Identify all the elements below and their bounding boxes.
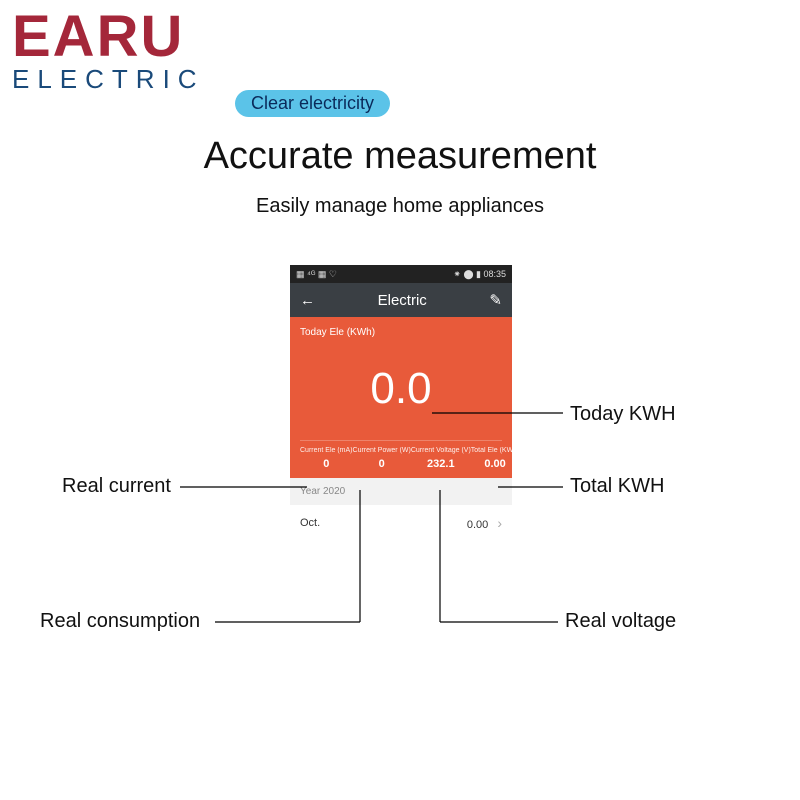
callout-today-kwh: Today KWH [570, 403, 676, 426]
metrics-row: Current Ele (mA) 0 Current Power (W) 0 C… [300, 440, 502, 470]
month-label: Oct. [300, 517, 320, 529]
chevron-right-icon: › [497, 515, 502, 531]
phone-appbar: ← Electric ✎ [290, 283, 512, 317]
back-icon[interactable]: ← [300, 292, 315, 309]
phone-statusbar: ▦ ⁴ᴳ ▦ ♡ ⁕ ⬤ ▮ 08:35 [290, 265, 512, 283]
status-right: ⁕ ⬤ ▮ 08:35 [453, 269, 506, 280]
metric-current-ele: Current Ele (mA) 0 [300, 447, 353, 470]
today-label: Today Ele (KWh) [300, 327, 502, 338]
phone-mock: ▦ ⁴ᴳ ▦ ♡ ⁕ ⬤ ▮ 08:35 ← Electric ✎ Today … [290, 265, 512, 541]
metric-total-ele: Total Ele (KWh) 0.00 [471, 447, 520, 470]
metric-value: 232.1 [411, 458, 471, 470]
metric-label: Current Voltage (V) [411, 447, 471, 454]
edit-icon[interactable]: ✎ [489, 291, 502, 309]
callout-real-voltage: Real voltage [565, 610, 676, 633]
callout-total-kwh: Total KWH [570, 475, 664, 498]
metric-value: 0 [353, 458, 411, 470]
month-value: 0.00 [467, 519, 488, 531]
metric-value: 0 [300, 458, 353, 470]
page-subtitle: Easily manage home appliances [0, 195, 800, 218]
metric-value: 0.00 [471, 458, 520, 470]
metric-label: Current Ele (mA) [300, 447, 353, 454]
status-left: ▦ ⁴ᴳ ▦ ♡ [296, 269, 337, 280]
metric-label: Total Ele (KWh) [471, 447, 520, 454]
month-right: 0.00 › [467, 515, 502, 531]
feature-pill: Clear electricity [235, 90, 390, 117]
logo-sub: ELECTRIC [12, 64, 205, 95]
energy-panel: Today Ele (KWh) 0.0 Current Ele (mA) 0 C… [290, 317, 512, 478]
callout-real-current: Real current [62, 475, 171, 498]
year-row: Year 2020 [290, 478, 512, 505]
page-title: Accurate measurement [0, 135, 800, 178]
metric-label: Current Power (W) [353, 447, 411, 454]
metric-current-voltage: Current Voltage (V) 232.1 [411, 447, 471, 470]
appbar-title: Electric [315, 292, 489, 309]
brand-logo: EARU ELECTRIC [12, 8, 205, 95]
today-value: 0.0 [300, 338, 502, 440]
metric-current-power: Current Power (W) 0 [353, 447, 411, 470]
logo-main: EARU [12, 8, 205, 66]
callout-real-consumption: Real consumption [40, 610, 200, 633]
month-row[interactable]: Oct. 0.00 › [290, 505, 512, 541]
